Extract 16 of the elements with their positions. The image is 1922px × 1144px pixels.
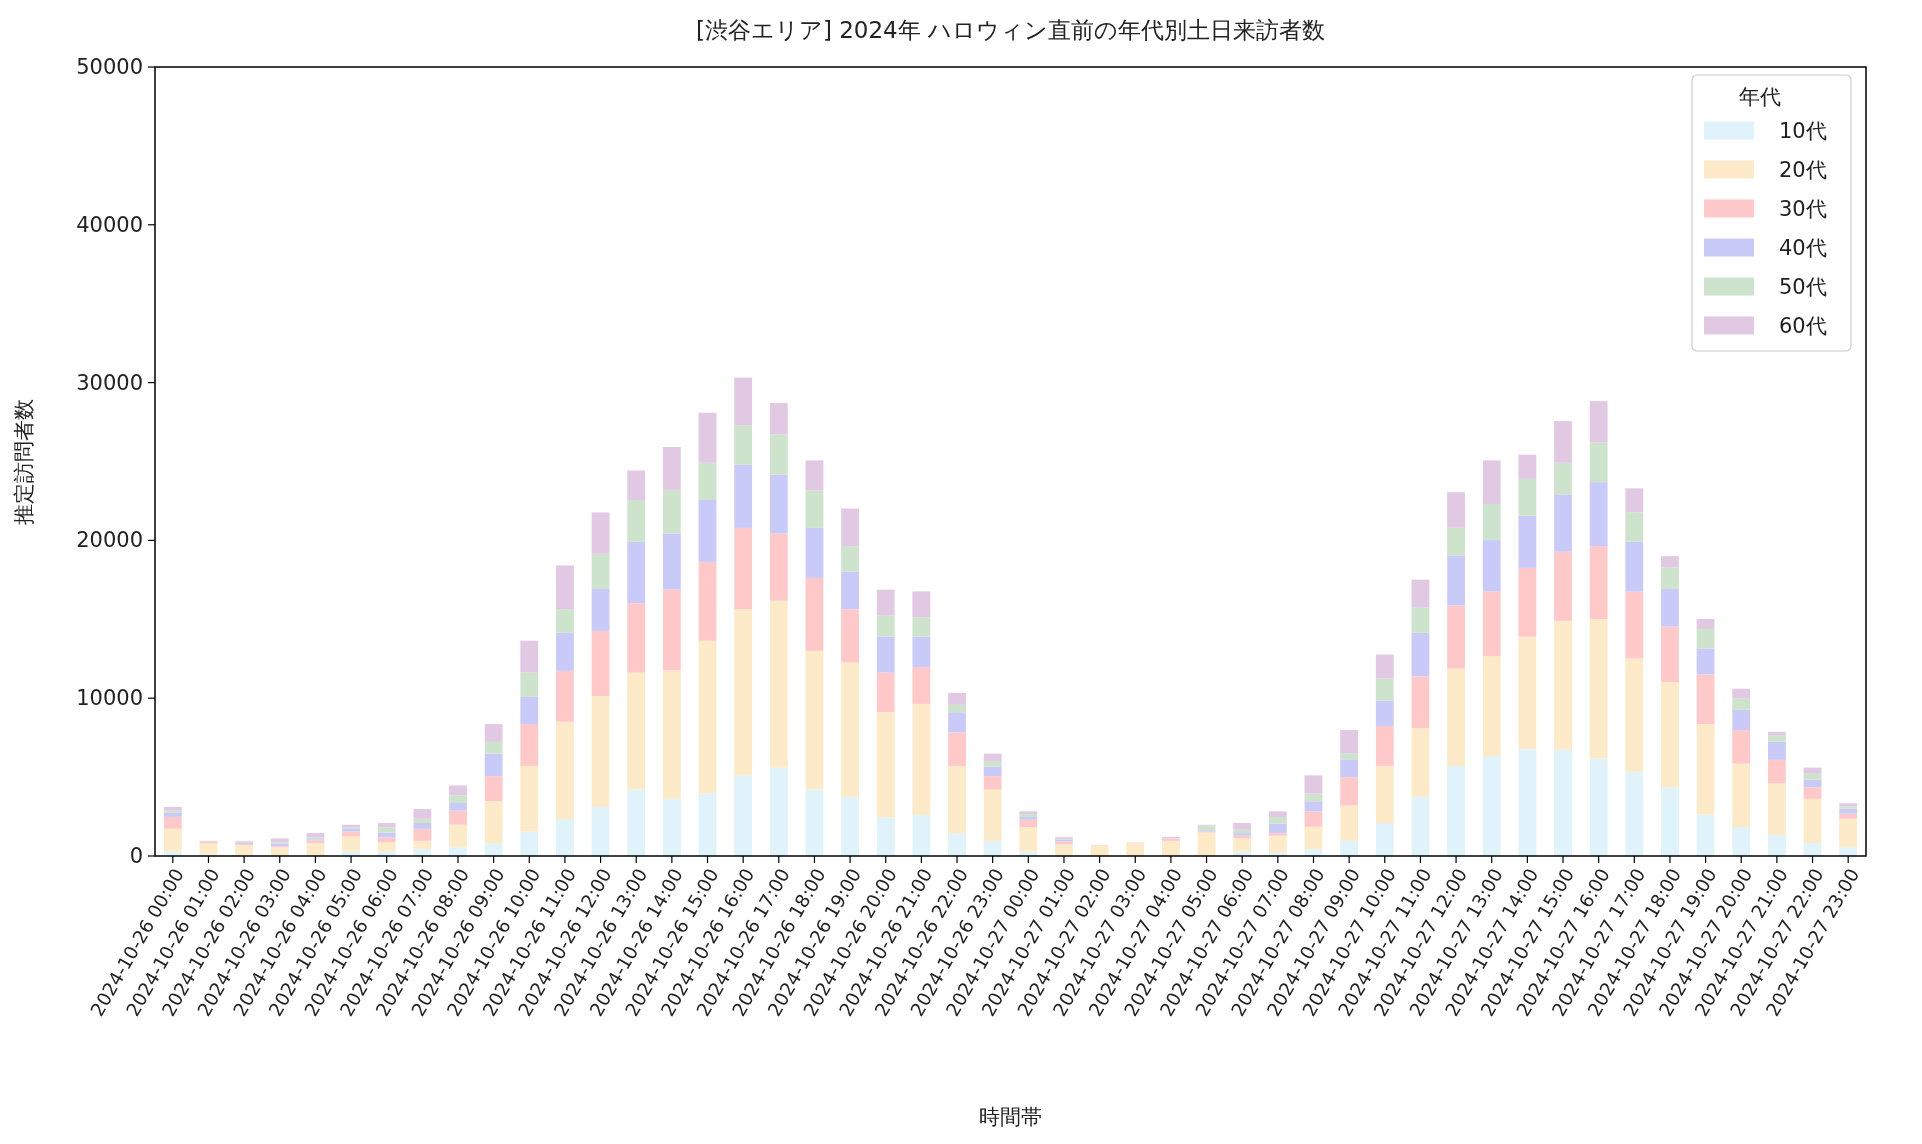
y-tick-label: 20000	[76, 528, 143, 553]
legend-label: 10代	[1779, 118, 1827, 143]
y-tick-label: 50000	[76, 55, 143, 79]
y-tick-label: 30000	[76, 370, 143, 395]
chart-title: [渋谷エリア] 2024年 ハロウィン直前の年代別土日来訪者数	[695, 17, 1326, 43]
legend-label: 20代	[1779, 157, 1827, 182]
legend-title: 年代	[1738, 85, 1781, 109]
legend-label: 30代	[1779, 196, 1827, 221]
legend-label: 60代	[1779, 313, 1827, 338]
legend-label: 50代	[1779, 274, 1827, 299]
y-tick-label: 40000	[76, 212, 143, 237]
legend-label: 40代	[1779, 235, 1827, 260]
x-axis-title: 時間帯	[979, 1105, 1042, 1129]
y-tick-label: 10000	[76, 686, 143, 711]
y-axis-title: 推定訪問者数	[12, 398, 36, 525]
y-tick-label: 0	[129, 844, 143, 868]
